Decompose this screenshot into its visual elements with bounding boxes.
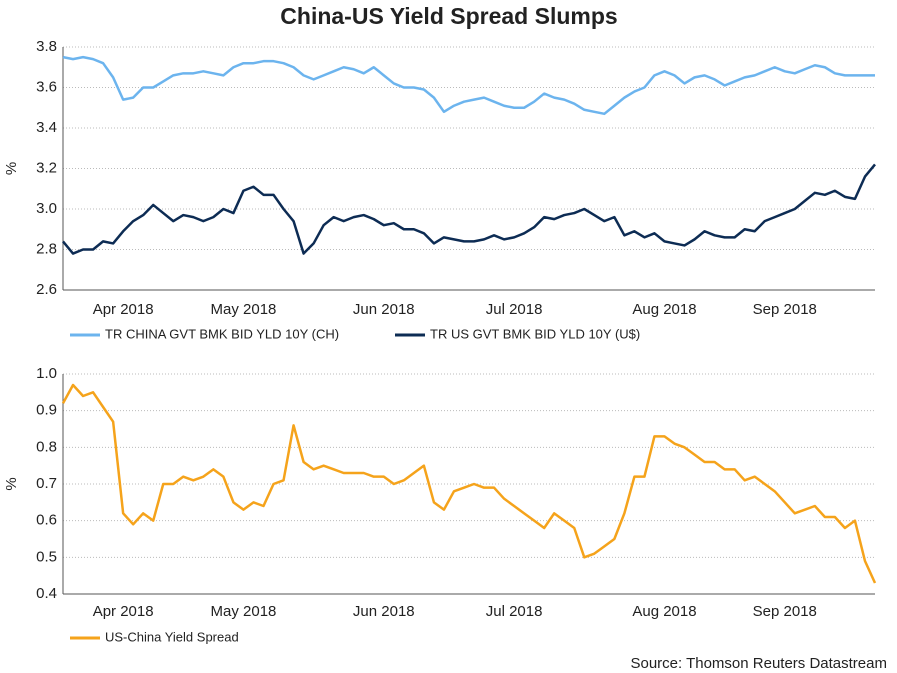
y-tick-label: 0.8 bbox=[36, 438, 57, 455]
y-tick-label: 0.4 bbox=[36, 585, 57, 602]
x-tick-label: Aug 2018 bbox=[632, 603, 696, 620]
series-line bbox=[61, 383, 877, 584]
x-tick-label: Jul 2018 bbox=[486, 301, 543, 318]
y-tick-label: 1.0 bbox=[36, 365, 57, 382]
chart-title: China-US Yield Spread Slumps bbox=[280, 3, 617, 29]
series-line bbox=[62, 55, 875, 116]
x-tick-label: Apr 2018 bbox=[93, 301, 154, 318]
legend-label: TR CHINA GVT BMK BID YLD 10Y (CH) bbox=[105, 326, 339, 341]
y-axis-label: % bbox=[3, 477, 20, 490]
y-tick-label: 2.6 bbox=[36, 281, 57, 298]
x-tick-label: May 2018 bbox=[211, 603, 277, 620]
y-axis-label: % bbox=[3, 162, 20, 175]
y-tick-label: 0.9 bbox=[36, 402, 57, 419]
legend-label: US-China Yield Spread bbox=[105, 629, 239, 644]
y-tick-label: 0.5 bbox=[36, 548, 57, 565]
y-tick-label: 3.2 bbox=[36, 159, 57, 176]
x-tick-label: Jun 2018 bbox=[353, 301, 415, 318]
y-tick-label: 3.0 bbox=[36, 200, 57, 217]
y-tick-label: 3.8 bbox=[36, 38, 57, 55]
y-tick-label: 3.6 bbox=[36, 78, 57, 95]
source: Source: Thomson Reuters Datastream bbox=[630, 655, 887, 672]
x-tick-label: Sep 2018 bbox=[753, 301, 817, 318]
x-tick-label: Aug 2018 bbox=[632, 301, 696, 318]
x-tick-label: Jun 2018 bbox=[353, 603, 415, 620]
y-tick-label: 3.4 bbox=[36, 119, 57, 136]
y-tick-label: 0.7 bbox=[36, 475, 57, 492]
x-tick-label: Jul 2018 bbox=[486, 603, 543, 620]
series-line bbox=[62, 163, 876, 255]
x-tick-label: May 2018 bbox=[211, 301, 277, 318]
legend-label: TR US GVT BMK BID YLD 10Y (U$) bbox=[430, 326, 640, 341]
y-tick-label: 2.8 bbox=[36, 240, 57, 257]
x-tick-label: Apr 2018 bbox=[93, 603, 154, 620]
y-tick-label: 0.6 bbox=[36, 512, 57, 529]
x-tick-label: Sep 2018 bbox=[753, 603, 817, 620]
